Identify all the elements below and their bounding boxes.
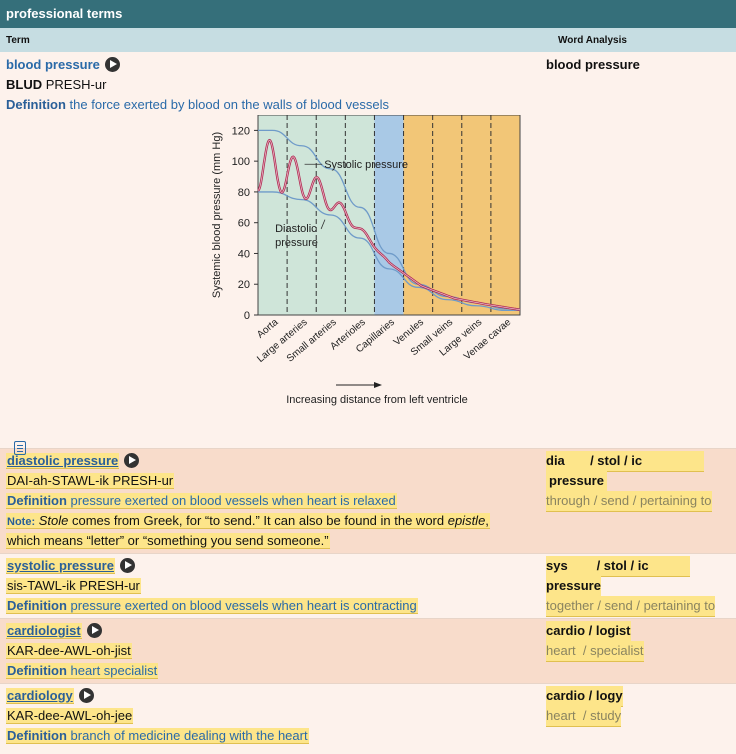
entry-systolic-pressure: systolic pressure sis-TAWL-ik PRESH-ur D… xyxy=(0,553,736,618)
y-axis-label: Systemic blood pressure (mm Hg) xyxy=(211,132,223,298)
entry-diastolic-pressure: diastolic pressure DAI-ah-STAWL-ik PRESH… xyxy=(0,448,736,553)
audio-play-icon[interactable] xyxy=(86,623,102,638)
y-tick-label: 40 xyxy=(238,248,250,260)
analysis-meaning: heart / specialist xyxy=(546,641,644,662)
y-tick-label: 120 xyxy=(232,125,250,137)
y-tick-label: 60 xyxy=(238,218,250,230)
column-headers: Term Word Analysis xyxy=(0,28,736,52)
term-link[interactable]: diastolic pressure xyxy=(6,453,120,469)
definition: Definition pressure exerted on blood ves… xyxy=(6,493,397,509)
entry-cardiology: cardiology KAR-dee-AWL-oh-jee Definition… xyxy=(0,683,736,754)
pronunciation: KAR-dee-AWL-oh-jee xyxy=(6,708,134,724)
document-icon[interactable] xyxy=(14,441,26,455)
definition: Definition branch of medicine dealing wi… xyxy=(6,728,309,744)
chart-svg: 0 20 40 60 80 100 120 Systemic blood pressure (… xyxy=(211,114,521,406)
pronunciation: DAI-ah-STAWL-ik PRESH-ur xyxy=(6,473,175,489)
term-column-header: Term xyxy=(6,34,30,46)
pronunciation: BLUD PRESH-ur xyxy=(6,77,107,92)
term-link[interactable]: cardiology xyxy=(6,688,74,704)
audio-play-icon[interactable] xyxy=(78,688,94,703)
diastolic-annotation: Diastolic xyxy=(275,223,317,235)
term-link[interactable]: systolic pressure xyxy=(6,558,115,574)
term-link[interactable]: blood pressure xyxy=(6,57,100,72)
diastolic-envelope-line xyxy=(258,191,520,312)
term-link[interactable]: cardiologist xyxy=(6,623,82,639)
entry-blood-pressure: blood pressure BLUD PRESH-ur Definition … xyxy=(0,52,736,455)
y-tick-label: 80 xyxy=(238,187,250,199)
analysis-meaning: together / send / pertaining to xyxy=(546,596,716,617)
definition: Definition the force exerted by blood on… xyxy=(6,97,389,112)
capillary-zone xyxy=(374,115,404,315)
audio-play-icon[interactable] xyxy=(104,57,120,72)
definition: Definition heart specialist xyxy=(6,663,159,679)
entry-cardiologist: cardiologist KAR-dee-AWL-oh-jist Definit… xyxy=(0,618,736,683)
section-title: professional terms xyxy=(0,0,736,28)
diastolic-leader-line xyxy=(320,219,326,230)
analysis-parts: cardio / logy xyxy=(546,686,623,707)
analysis-word: pressure xyxy=(546,471,607,492)
analysis-column-header: Word Analysis xyxy=(558,34,627,46)
diastolic-annotation-line2: pressure xyxy=(275,237,318,249)
analysis-parts: cardio / logist xyxy=(546,621,631,642)
analysis-parts: dia / stol / ic xyxy=(546,451,704,472)
audio-play-icon[interactable] xyxy=(124,453,140,468)
note: Note: Stole comes from Greek, for “to se… xyxy=(6,513,490,529)
analysis-meaning: through / send / pertaining to xyxy=(546,491,712,512)
analysis-meaning: heart / study xyxy=(546,706,622,727)
pronunciation: sis-TAWL-ik PRESH-ur xyxy=(6,578,141,594)
y-tick-label: 100 xyxy=(232,156,250,168)
y-tick-label: 20 xyxy=(238,279,250,291)
pronunciation: KAR-dee-AWL-oh-jist xyxy=(6,643,132,659)
y-tick-label: 0 xyxy=(244,310,250,322)
pressure-wave-highlight xyxy=(257,139,521,311)
audio-play-icon[interactable] xyxy=(119,558,135,573)
plot-frame xyxy=(257,114,521,316)
analysis-word: pressure xyxy=(546,576,601,597)
analysis-parts: sys / stol / ic xyxy=(546,556,690,577)
distance-arrow-head xyxy=(374,382,382,388)
analysis-word: blood pressure xyxy=(546,57,640,72)
blood-pressure-chart: 0 20 40 60 80 100 120 Systemic blood pressure (… xyxy=(6,114,534,437)
systolic-annotation: Systolic pressure xyxy=(324,159,408,171)
definition: Definition pressure exerted on blood ves… xyxy=(6,598,418,614)
note-continued: which means “letter” or “something you s… xyxy=(6,533,330,549)
x-axis-label: Increasing distance from left ventricle xyxy=(286,394,468,406)
